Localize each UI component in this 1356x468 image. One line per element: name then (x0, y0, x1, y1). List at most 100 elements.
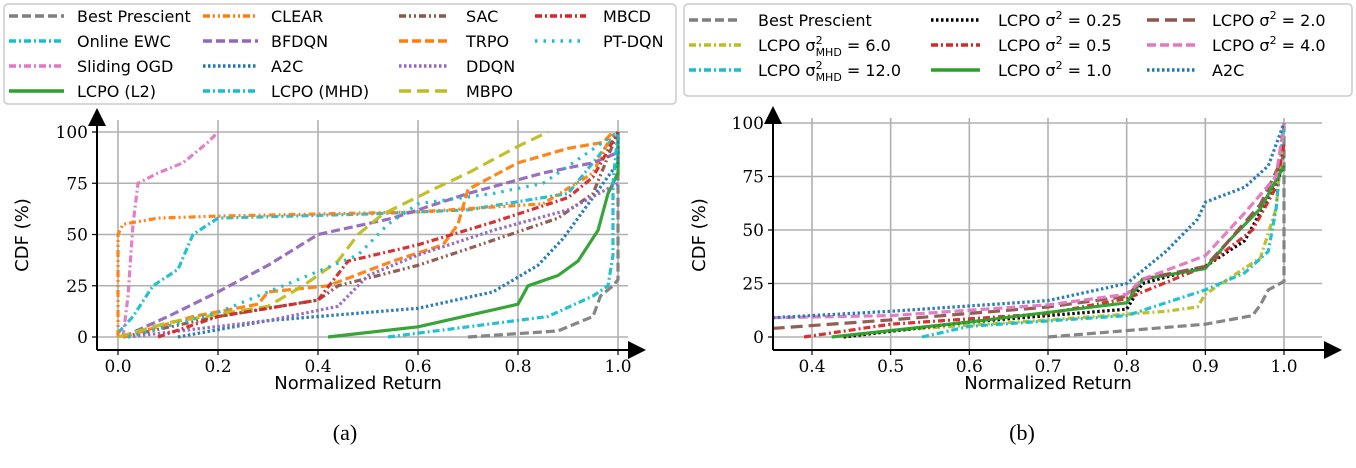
legend-label: Sliding OGD (77, 57, 173, 76)
legend-item: LCPO σ2 MHD = 6.0 (689, 34, 891, 59)
series-line-lcpo-4-0 (772, 122, 1286, 320)
series-line-online-ewc (116, 130, 620, 334)
legend-item: LCPO σ2 = 2.0 (1147, 9, 1326, 30)
legend-item: MBPO (399, 82, 513, 101)
legend-label: MBPO (466, 82, 513, 101)
y-tick-label: 0 (753, 328, 764, 348)
caption-a: (a) (333, 420, 357, 445)
x-tick-label: 0.6 (956, 357, 983, 377)
legend-label: A2C (1212, 61, 1244, 80)
legend-label: MBCD (603, 7, 651, 26)
legend-item: A2C (1147, 61, 1244, 80)
legend-label: A2C (271, 57, 303, 76)
y-tick-label: 75 (66, 174, 88, 194)
legend-label: LCPO σ2 MHD = 12.0 (758, 59, 901, 84)
panel-a: 0.0 0.2 0.4 0.6 0.8 1.0 0 25 50 75 100 Best Prescie… (3, 3, 677, 377)
series-line-bfdqn (122, 151, 619, 339)
legend-label: BFDQN (271, 32, 328, 51)
legend-item: BFDQN (203, 32, 328, 51)
legend-item: SAC (399, 7, 498, 26)
legend-item: LCPO (MHD) (203, 82, 369, 101)
x-tick-label: 0.5 (877, 357, 904, 377)
series-line-mbcd (157, 131, 620, 339)
series-line-best-prescient (467, 132, 620, 339)
y-tick-label: 0 (77, 328, 88, 348)
y-tick-label: 25 (66, 277, 88, 297)
series-line-lcpo-0-5 (803, 144, 1286, 339)
legend-label: LCPO σ2 = 1.0 (998, 59, 1112, 80)
x-tick-label: 1.0 (604, 357, 631, 377)
legend-label: LCPO σ2 = 2.0 (1212, 9, 1326, 30)
legend-box (3, 3, 677, 105)
legend-item: A2C (203, 57, 303, 76)
legend-item: LCPO σ2 = 0.25 (931, 9, 1122, 30)
series-line-a2c (772, 122, 1286, 320)
y-tick-label: 50 (66, 226, 88, 246)
legend-label: LCPO σ2 = 0.5 (998, 34, 1112, 55)
legend-label: Best Prescient (758, 11, 872, 30)
legend-item: LCPO σ2 = 1.0 (931, 59, 1112, 80)
legend-label: Best Prescient (77, 7, 191, 26)
caption-b: (b) (1009, 420, 1035, 445)
legend-label: LCPO σ2 = 0.25 (998, 9, 1122, 30)
x-axis-arrow-icon (1324, 341, 1342, 359)
legend-label: SAC (466, 7, 498, 26)
legend-item: LCPO σ2 = 0.5 (931, 34, 1112, 55)
series-line-mbpo (117, 130, 549, 339)
x-tick-label: 0.7 (1034, 357, 1061, 377)
series-line-pt-dqn (127, 130, 619, 339)
y-axis-label-a: CDF (%) (12, 198, 33, 272)
x-tick-label: 0.4 (304, 357, 331, 377)
x-axis-label-b: Normalized Return (964, 373, 1132, 394)
legend-label: LCPO (MHD) (271, 82, 369, 101)
y-tick-label: 100 (56, 123, 88, 143)
y-tick-label: 100 (732, 114, 764, 134)
y-tick-label: 50 (742, 221, 764, 241)
legend-item: LCPO (L2) (9, 82, 156, 101)
x-tick-label: 0.9 (1192, 357, 1219, 377)
series-line-lcpo-mhd-12-0 (921, 122, 1286, 339)
legend-item: CLEAR (203, 7, 323, 26)
y-axis-label-b: CDF (%) (689, 198, 710, 272)
legend-label: LCPO σ2 MHD = 6.0 (758, 34, 891, 59)
legend-item: Sliding OGD (9, 57, 173, 76)
legend-item: TRPO (399, 32, 509, 51)
legend-item: Online EWC (9, 32, 171, 51)
series-line-lcpo-2-0 (772, 154, 1286, 330)
x-tick-label: 0.8 (1113, 357, 1140, 377)
legend-item: Best Prescient (689, 11, 872, 30)
series-line-lcpo-mhd-6-0 (843, 122, 1286, 339)
legend-item: PT-DQN (535, 32, 664, 51)
legend-label: Online EWC (77, 32, 171, 51)
legend-label: DDQN (466, 57, 515, 76)
legend-box (683, 3, 1353, 97)
y-axis-arrow-icon (764, 106, 782, 124)
x-tick-label: 0.6 (404, 357, 431, 377)
y-axis-arrow-icon (88, 108, 106, 126)
legend-label: TRPO (465, 32, 509, 51)
series-line-lcpo-mhd- (387, 131, 620, 339)
legend: Best Prescient Online EWC Sliding OGD LCPO … (3, 3, 677, 105)
series-line-ddqn (127, 181, 619, 339)
legend-label: CLEAR (271, 7, 323, 26)
legend-label: PT-DQN (603, 32, 664, 51)
legend-label: LCPO σ2 = 4.0 (1212, 34, 1326, 55)
series-line-clear (116, 131, 615, 337)
legend-label: LCPO (L2) (77, 82, 156, 101)
y-tick-label: 25 (742, 275, 764, 295)
x-tick-label: 0.4 (798, 357, 825, 377)
series-line-lcpo-1-0 (831, 165, 1286, 339)
x-tick-label: 0.0 (104, 357, 131, 377)
series-line-best-prescient (1047, 123, 1286, 339)
legend-item: MBCD (535, 7, 651, 26)
series-line-sliding-ogd (121, 130, 220, 338)
x-tick-label: 0.8 (504, 357, 531, 377)
series-line-trpo (122, 130, 615, 339)
panel-b: 0.4 0.5 0.6 0.7 0.8 0.9 1.0 0 25 50 75 100 Best Pres… (683, 3, 1353, 377)
legend-item: Best Prescient (9, 7, 191, 26)
series-line-a2c (177, 132, 620, 339)
x-axis-label-a: Normalized Return (274, 373, 442, 394)
legend-item: LCPO σ2 MHD = 12.0 (689, 59, 901, 84)
